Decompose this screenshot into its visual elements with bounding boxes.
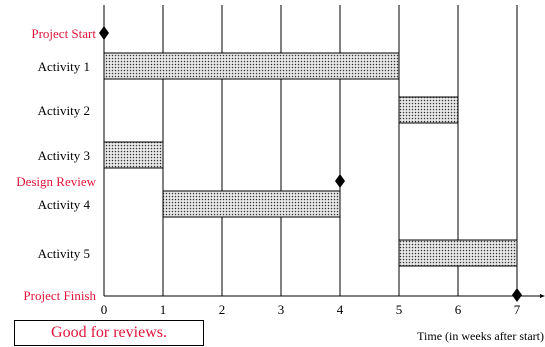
activity-bar <box>162 190 341 218</box>
review-note: Good for reviews. <box>14 320 204 346</box>
milestone-diamond <box>335 174 345 188</box>
milestone-label: Project Start <box>31 26 96 41</box>
x-tick-label: 2 <box>219 302 226 317</box>
activity-label: Activity 5 <box>38 246 90 261</box>
activity-bar <box>398 96 459 124</box>
x-axis-label: Time (in weeks after start) <box>417 329 544 343</box>
milestone-label: Design Review <box>16 174 96 189</box>
activity-label: Activity 1 <box>38 59 90 74</box>
x-tick-label: 7 <box>514 302 521 317</box>
x-tick-label: 3 <box>278 302 285 317</box>
activity-bar <box>398 239 518 267</box>
milestone-diamond <box>512 288 522 302</box>
x-tick-label: 4 <box>337 302 344 317</box>
x-tick-label: 6 <box>455 302 462 317</box>
activity-bar <box>103 52 400 80</box>
activity-label: Activity 2 <box>38 103 90 118</box>
milestone-diamond <box>99 26 109 40</box>
x-tick-label: 1 <box>160 302 167 317</box>
x-axis-arrow <box>540 294 545 298</box>
activity-label: Activity 4 <box>38 197 91 212</box>
activity-label: Activity 3 <box>38 148 90 163</box>
x-tick-label: 0 <box>101 302 108 317</box>
milestone-label: Project Finish <box>23 288 96 303</box>
x-tick-label: 5 <box>396 302 403 317</box>
activity-bar <box>103 141 164 169</box>
